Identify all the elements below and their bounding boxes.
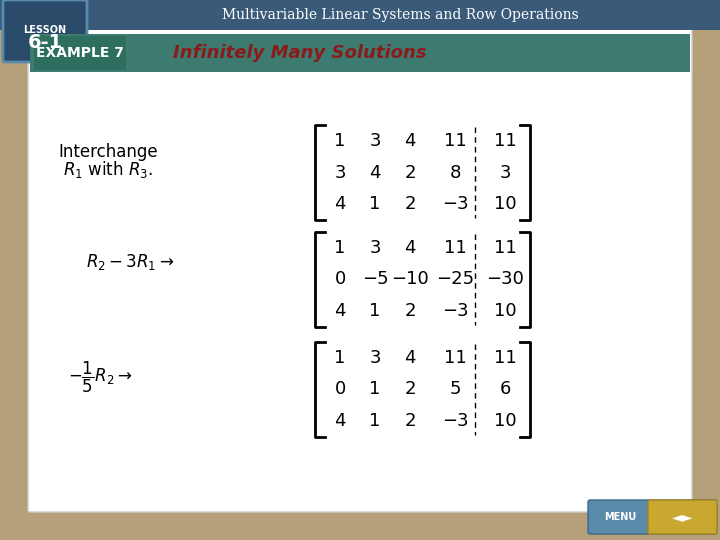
Text: Multivariable Linear Systems and Row Operations: Multivariable Linear Systems and Row Ope… [222,8,578,22]
Text: 8: 8 [449,164,461,181]
Text: 1: 1 [334,349,346,367]
Text: 10: 10 [494,412,516,430]
Text: 2: 2 [404,195,415,213]
Text: 11: 11 [494,349,516,367]
FancyBboxPatch shape [28,28,692,512]
Text: −25: −25 [436,271,474,288]
Text: LESSON: LESSON [24,25,66,35]
Text: −10: −10 [391,271,429,288]
FancyBboxPatch shape [588,500,717,534]
Text: 4: 4 [404,239,415,257]
Text: 11: 11 [444,349,467,367]
Text: Interchange: Interchange [58,143,158,161]
Bar [30,34,690,72]
Text: Infinitely Many Solutions: Infinitely Many Solutions [174,44,427,62]
Text: −3: −3 [441,412,468,430]
Text: 4: 4 [334,412,346,430]
Text: 1: 1 [369,412,381,430]
Text: 1: 1 [334,132,346,150]
FancyBboxPatch shape [648,500,717,534]
Text: 11: 11 [444,132,467,150]
Text: 10: 10 [494,302,516,320]
Text: $-\dfrac{1}{5}R_2 \rightarrow$: $-\dfrac{1}{5}R_2 \rightarrow$ [68,360,132,395]
Text: 3: 3 [369,132,381,150]
Text: 4: 4 [404,349,415,367]
Text: 1: 1 [369,381,381,399]
Text: 6: 6 [499,381,510,399]
Text: 2: 2 [404,164,415,181]
Text: 6-1: 6-1 [27,33,63,52]
Text: 2: 2 [404,412,415,430]
Text: 11: 11 [494,239,516,257]
Text: $R_2 - 3R_1 \rightarrow$: $R_2 - 3R_1 \rightarrow$ [86,252,174,272]
Text: −3: −3 [441,302,468,320]
Text: 4: 4 [334,302,346,320]
Text: 0: 0 [334,271,346,288]
Text: 3: 3 [369,239,381,257]
Text: 2: 2 [404,302,415,320]
Text: $R_1$ with $R_3$.: $R_1$ with $R_3$. [63,159,153,180]
Text: −5: −5 [361,271,388,288]
Text: −30: −30 [486,271,524,288]
Text: 3: 3 [369,349,381,367]
Text: 3: 3 [499,164,510,181]
Text: 4: 4 [404,132,415,150]
Text: 0: 0 [334,381,346,399]
Text: 11: 11 [494,132,516,150]
Text: MENU: MENU [604,512,636,522]
Text: 3: 3 [334,164,346,181]
Text: 10: 10 [494,195,516,213]
Text: −3: −3 [441,195,468,213]
Text: 1: 1 [334,239,346,257]
Text: ◄►: ◄► [672,510,693,524]
Text: 2: 2 [404,381,415,399]
Text: 4: 4 [334,195,346,213]
Text: 5: 5 [449,381,461,399]
FancyBboxPatch shape [3,0,87,62]
Bar [0,0,720,30]
Text: EXAMPLE 7: EXAMPLE 7 [36,46,124,60]
FancyBboxPatch shape [34,36,126,70]
Text: 4: 4 [369,164,381,181]
Text: 11: 11 [444,239,467,257]
Text: 1: 1 [369,195,381,213]
Text: 1: 1 [369,302,381,320]
